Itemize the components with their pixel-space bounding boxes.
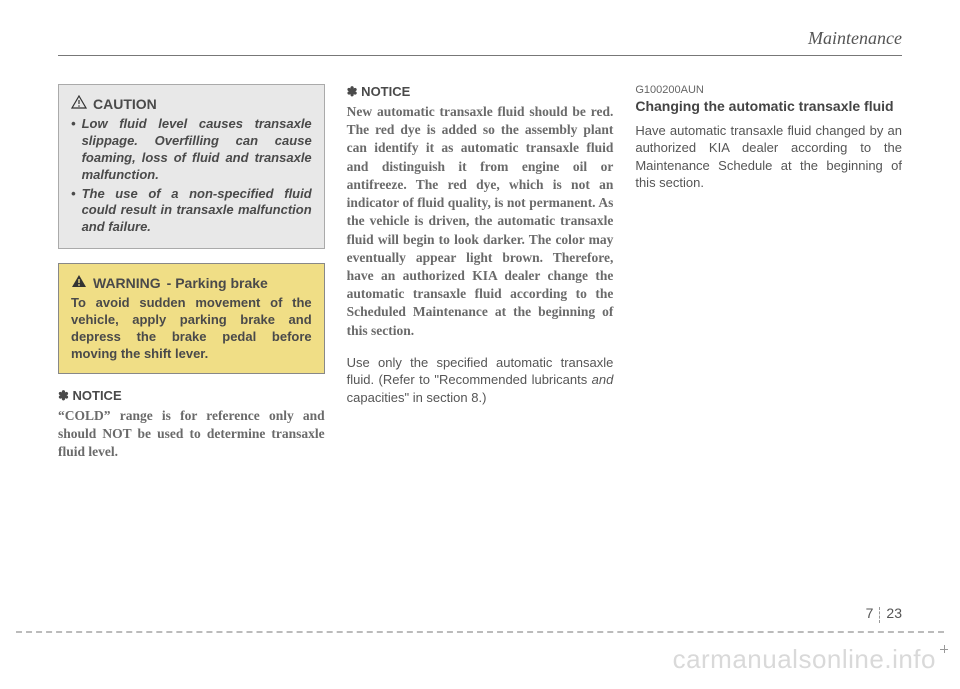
header-section: Maintenance <box>58 28 902 56</box>
page-number-value: 23 <box>886 605 902 621</box>
footer-dashed-line <box>16 631 944 633</box>
caution-icon <box>71 95 87 112</box>
notice-body-1: “COLD” range is for reference only and s… <box>58 407 325 462</box>
section-code: G100200AUN <box>635 84 902 96</box>
caution-box: CAUTION •Low fluid level causes transaxl… <box>58 84 325 249</box>
warning-box: WARNING - Parking brake To avoid sudden … <box>58 263 325 374</box>
content-columns: CAUTION •Low fluid level causes transaxl… <box>58 84 902 461</box>
notice-body-2: New automatic transaxle fluid should be … <box>347 103 614 340</box>
section-body: Have automatic transaxle fluid changed b… <box>635 122 902 192</box>
warning-title: WARNING <box>93 275 161 291</box>
bullet-icon: • <box>71 186 76 237</box>
caution-item: •Low fluid level causes transaxle slippa… <box>71 116 312 184</box>
section-title: Changing the automatic transaxle fluid <box>635 98 902 116</box>
col2-paragraph: Use only the specified automatic transax… <box>347 354 614 407</box>
column-2: ✽ NOTICE New automatic transaxle fluid s… <box>347 84 614 461</box>
warning-title-row: WARNING - Parking brake <box>71 274 312 291</box>
warning-body: To avoid sudden movement of the vehicle,… <box>71 295 312 363</box>
caution-item: •The use of a non-specified fluid could … <box>71 186 312 237</box>
para-post: capacities" in section 8.) <box>347 390 487 405</box>
watermark-text: carmanualsonline.info <box>673 644 936 675</box>
page-container: Maintenance CAUTION •Low fluid level cau… <box>0 0 960 481</box>
caution-title: CAUTION <box>93 96 157 112</box>
warning-subtitle: - Parking brake <box>167 275 268 291</box>
caution-text: Low fluid level causes transaxle slippag… <box>82 116 312 184</box>
column-1: CAUTION •Low fluid level causes transaxl… <box>58 84 325 461</box>
para-ital: and <box>592 372 614 387</box>
caution-list: •Low fluid level causes transaxle slippa… <box>71 116 312 236</box>
notice-title-1: ✽ NOTICE <box>58 388 325 404</box>
bullet-icon: • <box>71 116 76 184</box>
caution-text: The use of a non-specified fluid could r… <box>82 186 312 237</box>
page-number: 7 23 <box>866 605 902 621</box>
pagenum-divider <box>879 607 880 623</box>
chapter-number: 7 <box>866 605 874 621</box>
column-3: G100200AUN Changing the automatic transa… <box>635 84 902 461</box>
warning-icon <box>71 274 87 291</box>
caution-title-row: CAUTION <box>71 95 312 112</box>
notice-title-2: ✽ NOTICE <box>347 84 614 100</box>
para-pre: Use only the specified automatic transax… <box>347 355 614 388</box>
crop-mark-icon <box>940 645 950 655</box>
